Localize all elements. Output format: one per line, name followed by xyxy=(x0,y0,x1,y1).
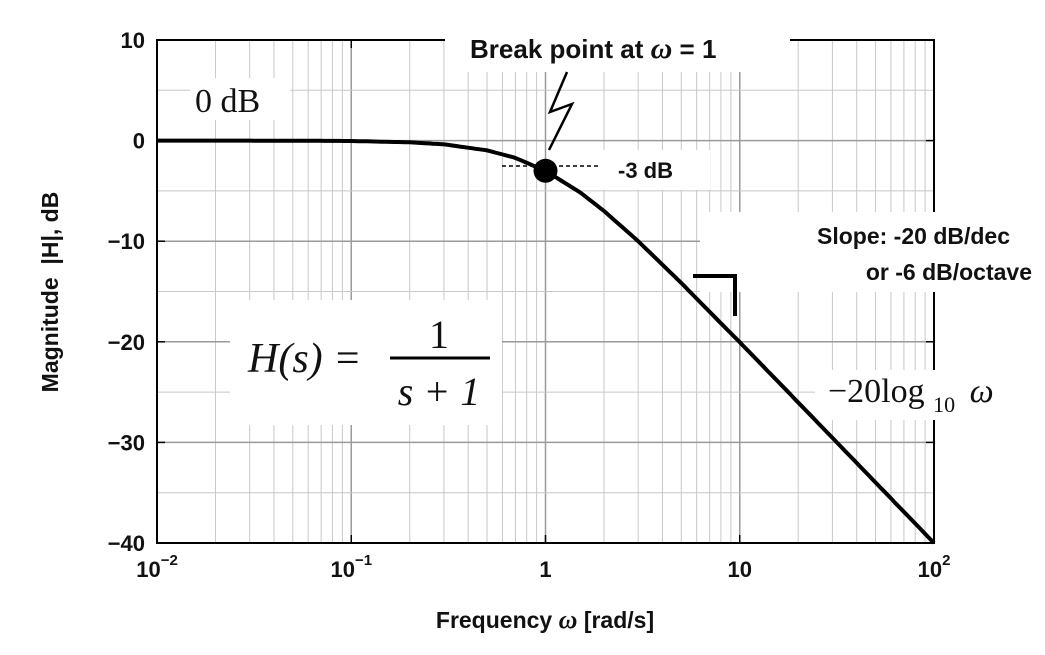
y-tick-label: 0 xyxy=(133,129,145,154)
asymptote-label: −20log 10 ω xyxy=(828,373,994,420)
break-label-bg xyxy=(445,22,790,72)
y-tick-label: −40 xyxy=(108,531,145,556)
zero-db-label-bg xyxy=(190,78,290,120)
slope-label-line1: Slope: -20 dB/dec xyxy=(817,223,1010,249)
x-tick-label: 10−1 xyxy=(330,552,372,582)
zero-db-label: 0 dB xyxy=(195,83,260,120)
hs-formula-bg xyxy=(230,300,502,425)
x-tick-label: 10 xyxy=(728,557,752,582)
slope-indicator-icon xyxy=(693,274,737,316)
minus3-label-bg xyxy=(600,150,710,190)
grid-lines xyxy=(157,40,934,543)
break-point-marker xyxy=(533,158,558,183)
x-axis-label: Frequency ω [rad/s] xyxy=(436,605,654,634)
x-tick-label: 1 xyxy=(539,557,551,582)
y-tick-label: −10 xyxy=(108,229,145,254)
hs-formula-denominator: s + 1 xyxy=(398,369,481,414)
hs-formula-left: H(s) = xyxy=(247,336,362,382)
slope-label-line2: or -6 dB/octave xyxy=(866,259,1032,285)
y-tick-label: 10 xyxy=(121,28,145,53)
hs-formula-numerator: 1 xyxy=(429,312,449,357)
lightning-pointer-icon xyxy=(547,71,575,151)
minus3-label: -3 dB xyxy=(618,158,673,183)
y-tick-label: −20 xyxy=(108,330,145,355)
y-axis-label: Magnitude |H|, dB xyxy=(37,192,63,393)
break-point-label: Break point at ω = 1 xyxy=(470,32,716,65)
x-tick-label: 102 xyxy=(918,552,951,582)
y-tick-label: −30 xyxy=(108,430,145,455)
x-tick-label: 10−2 xyxy=(136,552,178,582)
slope-label-bg xyxy=(700,212,1030,292)
asymptote-label-bg xyxy=(815,370,1015,420)
